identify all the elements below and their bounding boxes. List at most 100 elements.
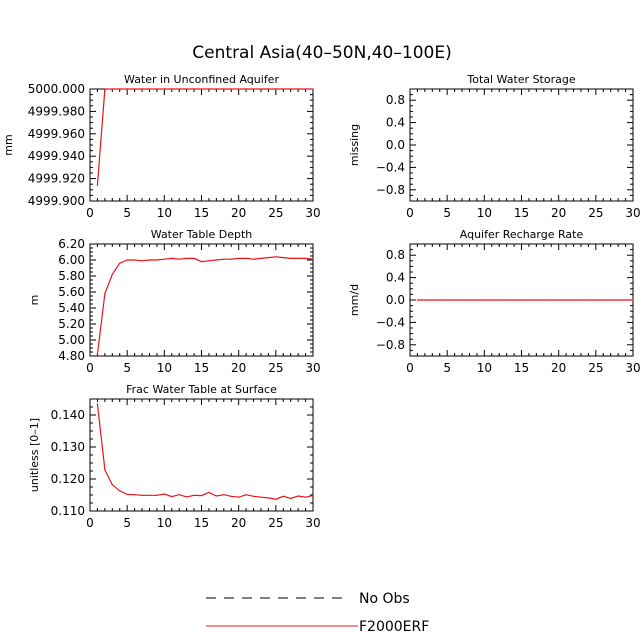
plot3-data-point	[200, 261, 203, 263]
plot3-xtick-label: 10	[157, 361, 172, 375]
plot5-data-point	[260, 496, 262, 498]
plot5-ylabel: unitless [0–1]	[28, 418, 41, 492]
plot3-data-point	[304, 257, 307, 259]
plot3-frame	[89, 243, 314, 357]
plot3-ytick-label: 6.00	[58, 253, 85, 267]
plot4-ytick-label: 0.4	[386, 271, 405, 285]
plot5-frame	[89, 398, 314, 512]
plot5-data-point	[223, 494, 225, 496]
plot5-data-point	[171, 496, 173, 498]
plot4-data-point	[431, 299, 433, 301]
plot4: Aquifer Recharge Rate mm/d 0 5 10 15 20 25 30 −0.…	[348, 228, 641, 375]
plot5-data-point	[156, 494, 158, 496]
plot5-xtick-label: 30	[305, 516, 320, 530]
plot4-ytick-label: 0.8	[386, 248, 405, 262]
plot4-data-point	[595, 299, 597, 301]
plot1-data-point	[178, 88, 180, 90]
plot3-xtick-label: 25	[268, 361, 283, 375]
plot1-data-point	[119, 88, 121, 90]
plot3-ytick-label: 5.60	[58, 285, 85, 299]
plot4-title: Aquifer Recharge Rate	[460, 228, 584, 241]
plot1-data-point	[208, 88, 210, 90]
plot4-data-point	[602, 299, 604, 301]
legend-model-label: F2000ERF	[359, 619, 429, 632]
plot5-data-point	[96, 403, 99, 405]
plot1-data-point	[200, 88, 203, 90]
plot3-data-point	[134, 259, 136, 261]
plot3-data-point	[223, 258, 225, 260]
plot1-data-point	[245, 88, 247, 90]
plot3-data-point	[111, 273, 113, 275]
plot3-data-point	[148, 259, 151, 261]
plot4-data-point	[580, 299, 582, 301]
plot1-data-point	[134, 88, 136, 90]
plot1-ytick-label: 4999.900	[28, 194, 85, 208]
plot2-xtick-label: 0	[406, 206, 414, 220]
plot1-ylabel: mm	[2, 134, 15, 155]
plot2-ytick-label: 0.4	[386, 116, 405, 130]
plot5-data-point	[297, 495, 299, 497]
plot4-xtick-label: 30	[625, 361, 640, 375]
plot1-data-point	[96, 184, 99, 186]
plot3-data-point	[260, 257, 262, 259]
plot3-ytick-label: 6.20	[58, 237, 85, 251]
plot5-data-point	[186, 496, 188, 498]
plot3-data-point	[215, 259, 217, 261]
plot3-ylabel: m	[28, 295, 41, 306]
plot5-data-point	[245, 494, 247, 496]
plot5-data-point	[215, 495, 217, 497]
plot1-xtick-label: 20	[231, 206, 246, 220]
plot4-xtick-label: 20	[551, 361, 566, 375]
plot5-data-point	[312, 495, 314, 497]
plot1-ytick-label: 4999.960	[28, 127, 85, 141]
plot5-title: Frac Water Table at Surface	[126, 383, 277, 396]
plot3-data-point	[208, 260, 210, 262]
plot3-ytick-label: 5.80	[58, 269, 85, 283]
plot3-data-point	[282, 257, 284, 259]
plot4-data-point	[483, 299, 485, 301]
plot5-data-point	[230, 495, 232, 497]
plot1-xtick-label: 30	[305, 206, 320, 220]
plot4-data-point	[535, 299, 537, 301]
plot2: Total Water Storage missing 0 5 10 15 20 25 30 −0…	[348, 73, 641, 220]
plot1-data-point	[193, 88, 195, 90]
plot4-data-point	[632, 299, 634, 301]
plot4-data-point	[543, 299, 545, 301]
plot5-data-point	[126, 493, 128, 495]
plot1-data-point	[238, 88, 240, 90]
plot5-ytick-label: 0.110	[51, 504, 85, 518]
plot5-data-point	[267, 497, 269, 499]
plot1-data-point	[215, 88, 217, 90]
plot4-xtick-label: 5	[443, 361, 451, 375]
plot2-ytick-label: −0.4	[376, 160, 405, 174]
plot3-data-point	[156, 259, 158, 261]
plot3-data-point	[126, 259, 128, 261]
plot2-xtick-label: 30	[625, 206, 640, 220]
plot5-data-point	[178, 494, 180, 496]
plot2-xtick-label: 20	[551, 206, 566, 220]
plot2-frame	[409, 88, 634, 202]
plot3-ytick-label: 4.80	[58, 349, 85, 363]
plot4-data-point	[520, 299, 523, 301]
plot3-ytick-label: 5.20	[58, 317, 85, 331]
plot5-ytick-label: 0.120	[51, 472, 85, 486]
plot3-data-point	[245, 257, 247, 259]
plot4-data-point	[506, 299, 508, 301]
plot3-data-point	[297, 257, 299, 259]
plot5-data-point	[193, 494, 195, 496]
plot1-data-point	[223, 88, 225, 90]
plot3-series-line	[96, 256, 314, 355]
plot5-xtick-label: 25	[268, 516, 283, 530]
plot4-data-point	[558, 299, 560, 301]
plot5-data-point	[104, 469, 106, 471]
plot1-data-point	[104, 88, 106, 90]
plot5-data-point	[282, 495, 284, 497]
plot1-data-point	[230, 88, 232, 90]
plot1-xtick-label: 15	[194, 206, 209, 220]
plot4-data-point	[446, 299, 448, 301]
plot4-data-point	[617, 299, 619, 301]
plot1-data-point	[290, 88, 292, 90]
plot4-ytick-label: −0.8	[376, 338, 405, 352]
plot4-data-point	[528, 299, 530, 301]
